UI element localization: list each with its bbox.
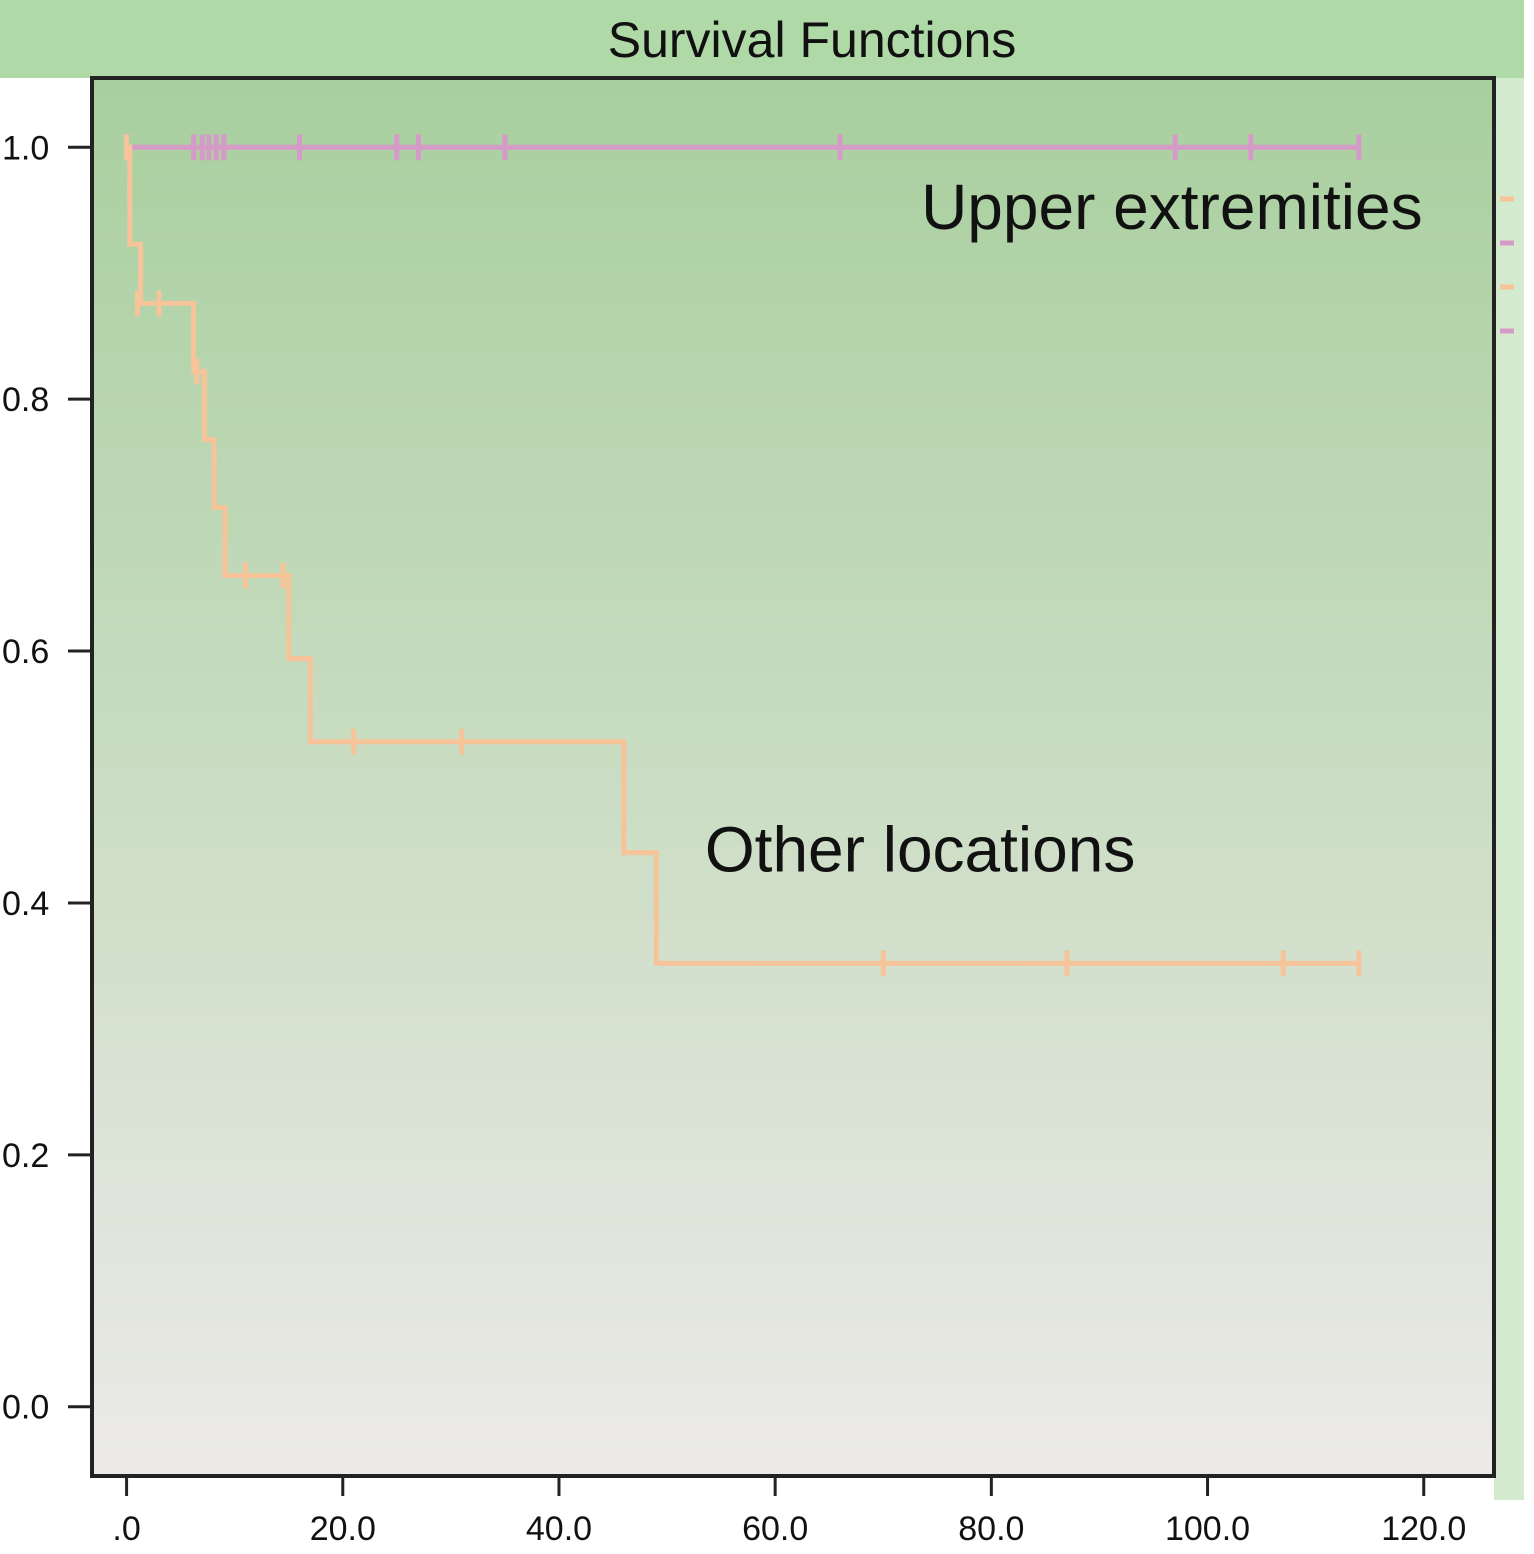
plot-area xyxy=(90,76,1496,1478)
chart-title: Survival Functions xyxy=(608,12,1017,68)
y-tick-label: 0.8 xyxy=(2,381,49,419)
x-tick-label: .0 xyxy=(112,1510,140,1548)
right-band xyxy=(1494,0,1524,1500)
y-tick-label: 0.0 xyxy=(2,1389,49,1427)
x-tick-label: 80.0 xyxy=(958,1510,1024,1548)
y-tick-label: 0.6 xyxy=(2,633,49,671)
x-axis: .0 20.0 40.0 60.0 80.0 100.0 120.0 xyxy=(112,1476,1466,1548)
x-tick-label: 40.0 xyxy=(526,1510,592,1548)
y-tick-label: 0.2 xyxy=(2,1137,49,1175)
x-tick-label: 60.0 xyxy=(742,1510,808,1548)
y-axis: 0.0 0.2 0.4 0.6 0.8 1.0 xyxy=(2,129,92,1427)
x-tick-label: 20.0 xyxy=(310,1510,376,1548)
series-upper-extremities xyxy=(124,134,1362,161)
title-band xyxy=(0,0,1524,78)
y-tick-label: 1.0 xyxy=(2,129,49,167)
series-layer xyxy=(124,134,1362,977)
series-other-locations xyxy=(124,134,1362,977)
y-tick-label: 0.4 xyxy=(2,885,49,923)
annotation-other-locations: Other locations xyxy=(705,813,1135,885)
x-tick-label: 100.0 xyxy=(1165,1510,1250,1548)
legend-swatches xyxy=(1500,196,1514,334)
annotation-layer: Upper extremities Other locations xyxy=(705,171,1423,885)
annotation-upper-extremities: Upper extremities xyxy=(921,171,1423,243)
survival-step-line xyxy=(126,144,1359,966)
x-tick-label: 120.0 xyxy=(1381,1510,1466,1548)
